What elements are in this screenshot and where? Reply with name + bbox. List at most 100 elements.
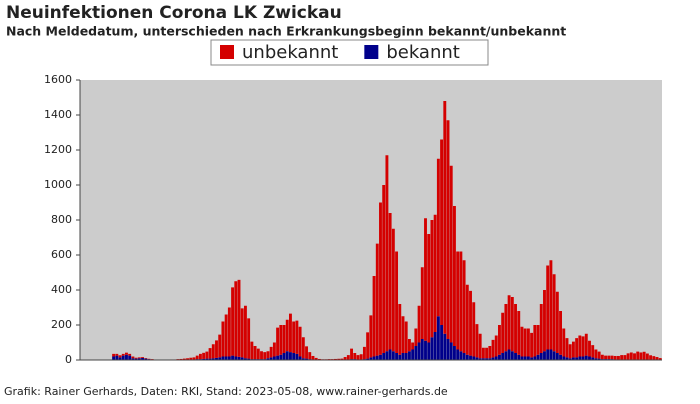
bar — [652, 356, 655, 360]
bar — [295, 321, 298, 354]
bar — [636, 352, 639, 360]
bar — [578, 336, 581, 357]
bar — [254, 346, 257, 359]
bar — [266, 351, 269, 358]
bar — [263, 352, 266, 359]
bar — [289, 314, 292, 353]
bar — [283, 325, 286, 353]
bar — [543, 290, 546, 351]
bar — [199, 354, 202, 359]
legend-label: unbekannt — [242, 42, 338, 63]
bar — [270, 347, 273, 358]
bar — [533, 325, 536, 357]
bar — [234, 357, 237, 361]
y-tick-label: 400 — [51, 283, 72, 296]
bar — [112, 354, 115, 357]
bar — [144, 358, 147, 359]
bar — [517, 355, 520, 360]
bar — [476, 324, 479, 357]
bar — [228, 308, 231, 357]
bar — [225, 357, 228, 361]
bar — [588, 357, 591, 361]
bar — [556, 292, 559, 353]
bar — [524, 329, 527, 357]
bar — [234, 281, 237, 356]
bar — [225, 315, 228, 357]
bar — [459, 252, 462, 352]
bar — [450, 343, 453, 361]
bar — [469, 356, 472, 360]
bar — [257, 349, 260, 360]
bar — [582, 336, 585, 356]
bar — [601, 355, 604, 359]
bar — [514, 304, 517, 353]
bar — [430, 220, 433, 337]
bar — [556, 353, 559, 360]
chart-title: Neuinfektionen Corona LK Zwickau — [6, 3, 342, 23]
bar — [218, 335, 221, 358]
bar — [633, 353, 636, 359]
bar — [521, 327, 524, 357]
bar — [479, 334, 482, 359]
bar — [463, 353, 466, 360]
bar — [376, 356, 379, 360]
bar — [566, 338, 569, 357]
bar — [299, 357, 302, 361]
bar — [273, 343, 276, 357]
bar — [305, 346, 308, 358]
bar — [498, 355, 501, 360]
bar — [398, 304, 401, 355]
bar — [643, 352, 646, 360]
bar — [299, 327, 302, 357]
bar — [398, 355, 401, 360]
bar — [649, 355, 652, 359]
bar — [488, 346, 491, 358]
bar — [437, 316, 440, 360]
bar — [588, 341, 591, 357]
bar — [112, 357, 115, 361]
bar — [466, 355, 469, 360]
bar — [115, 356, 118, 360]
footer: Grafik: Rainer Gerhards, Daten: RKI, Sta… — [4, 385, 448, 398]
bar — [553, 351, 556, 360]
bar — [540, 304, 543, 353]
bar — [212, 344, 215, 358]
bar — [202, 353, 205, 359]
bar — [244, 306, 247, 359]
bar — [453, 346, 456, 360]
bar — [418, 343, 421, 361]
bar — [373, 276, 376, 357]
bar — [578, 357, 581, 361]
legend-swatch — [364, 45, 378, 59]
bar — [193, 357, 196, 359]
bar — [620, 355, 623, 359]
bar — [617, 356, 620, 360]
bar — [623, 355, 626, 359]
bar — [141, 357, 144, 358]
bar — [241, 308, 244, 357]
bar — [508, 350, 511, 361]
bar — [228, 357, 231, 361]
bar — [411, 343, 414, 350]
bar — [392, 351, 395, 360]
bar — [122, 354, 125, 356]
bar — [286, 320, 289, 352]
bar — [385, 351, 388, 360]
bar — [443, 334, 446, 360]
bar — [582, 357, 585, 361]
bar — [408, 339, 411, 351]
bar — [456, 350, 459, 361]
bar — [189, 358, 192, 360]
bar — [511, 351, 514, 360]
bar — [260, 351, 263, 359]
y-tick-label: 600 — [51, 248, 72, 261]
bar — [450, 166, 453, 343]
bar — [366, 332, 369, 358]
bar — [456, 252, 459, 350]
y-tick-label: 1000 — [44, 178, 72, 191]
bar — [543, 351, 546, 360]
bar — [594, 350, 597, 359]
bar — [508, 295, 511, 349]
bar — [607, 356, 610, 360]
